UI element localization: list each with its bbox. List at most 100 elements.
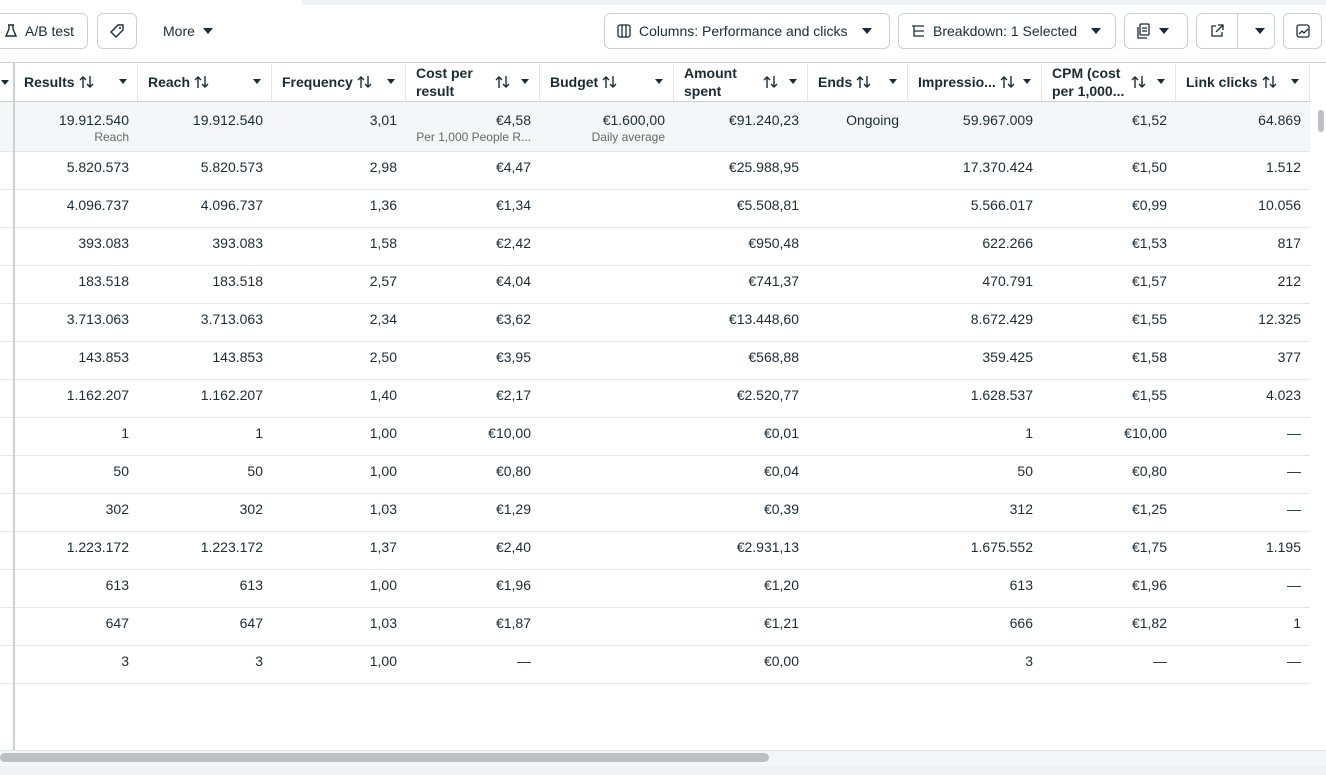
table-cell: 1,00 [369,425,397,441]
chart-button[interactable] [1283,13,1322,49]
tag-button[interactable] [97,13,137,49]
table-row[interactable]: 3.713.063 3.713.063 2,34 €3,62 €13.448,60 8.6… [0,304,1310,342]
table-cell: 212 [1277,273,1301,289]
sort-icon [357,75,372,88]
table-cell: €1,29 [495,501,531,517]
column-header[interactable]: Results [14,62,138,102]
table-cell: 1.512 [1265,159,1301,175]
export-split-button[interactable] [1196,13,1275,49]
table-cell: 183.518 [212,273,263,289]
table-row[interactable]: 302 302 1,03 €1,29 €0,39 312 €1,25 — [0,494,1310,532]
table-row[interactable]: 1.223.172 1.223.172 1,37 €2,40 €2.931,13 1.67… [0,532,1310,570]
table-row[interactable]: 3 3 1,00 — €0,00 3 — — [0,646,1310,684]
export-button[interactable] [1197,14,1238,48]
table-cell: 5.566.017 [970,197,1033,213]
table-cell: €10,00 [488,425,531,441]
column-header[interactable]: Cost per result [406,62,540,102]
table-cell: €0,39 [763,501,799,517]
table-cell: 17.370.424 [962,159,1033,175]
column-header[interactable]: Link clicks [1176,62,1310,102]
table-cell: €1,21 [763,615,799,631]
table-row[interactable]: 1.162.207 1.162.207 1,40 €2,17 €2.520,77 1.62… [0,380,1310,418]
table-cell: 1,00 [369,577,397,593]
summary-row: 19.912.540 Reach 19.912.540 3,01 €4,58 Per 1,… [0,102,1310,152]
table-cell: €1,58 [1131,349,1167,365]
table-cell [540,456,674,493]
horizontal-scroll-thumb[interactable] [0,753,769,762]
table-cell [540,494,674,531]
summary-cell: 3,01 [272,102,406,151]
table-cell: 2,57 [369,273,397,289]
table-cell: 1.628.537 [970,387,1033,403]
summary-cell: €91.240,23 [674,102,808,151]
table-cell: €1,96 [495,577,531,593]
table-cell: 666 [1009,615,1033,631]
table-cell: 4.096.737 [66,197,129,213]
summary-value: €4,58 [495,112,531,128]
summary-sublabel: Daily average [591,130,665,144]
tab-strip [302,0,1326,5]
table-cell [808,570,908,607]
stub-header[interactable] [0,62,14,102]
table-cell: 8.672.429 [970,311,1033,327]
reports-icon [1137,23,1150,39]
table-cell [540,418,674,455]
ab-test-button[interactable]: A/B test [0,13,88,49]
more-button[interactable]: More [150,13,230,49]
caret [202,28,213,34]
table-cell: 1.223.172 [200,539,263,555]
export-menu[interactable] [1246,28,1274,34]
table-cell: €3,95 [495,349,531,365]
table-row[interactable]: 5.820.573 5.820.573 2,98 €4,47 €25.988,95 17.… [0,152,1310,190]
table-cell [808,342,908,379]
reports-button[interactable] [1124,13,1188,49]
table-cell: €2,17 [495,387,531,403]
table-cell: — [517,653,531,669]
caret [119,79,127,84]
table-row[interactable]: 50 50 1,00 €0,80 €0,04 50 €0,80 — [0,456,1310,494]
table-row[interactable]: 143.853 143.853 2,50 €3,95 €568,88 359.425 €1,… [0,342,1310,380]
caret [1,80,9,85]
chart-icon [1295,24,1310,38]
caret [1090,28,1101,34]
table-row[interactable]: 613 613 1,00 €1,96 €1,20 613 €1,96 — [0,570,1310,608]
sort-icon [1131,76,1146,88]
summary-cell: €4,58 Per 1,000 People R... [406,102,540,151]
table-row[interactable]: 393.083 393.083 1,58 €2,42 €950,48 622.266 €1,… [0,228,1310,266]
table-row[interactable]: 1 1 1,00 €10,00 €0,01 1 €10,00 — [0,418,1310,456]
table-cell: €950,48 [748,235,799,251]
table-cell: €2.931,13 [736,539,799,555]
summary-value: €1,52 [1131,112,1167,128]
column-header[interactable]: CPM (cost per 1,000... [1042,62,1176,102]
table-row[interactable]: 4.096.737 4.096.737 1,36 €1,34 €5.508,81 5.56… [0,190,1310,228]
summary-cell: €1.600,00 Daily average [540,102,674,151]
table-cell: 1,00 [369,653,397,669]
table-cell: 3 [255,653,263,669]
caret [1023,79,1031,84]
table-row[interactable]: 647 647 1,03 €1,87 €1,21 666 €1,82 1 [0,608,1310,646]
table-row[interactable]: 183.518 183.518 2,57 €4,04 €741,37 470.791 €1,… [0,266,1310,304]
table-cell: 143.853 [212,349,263,365]
summary-value: €1.600,00 [602,112,665,128]
column-header[interactable]: Budget [540,62,674,102]
columns-button[interactable]: Columns: Performance and clicks [604,13,890,49]
breakdown-button[interactable]: Breakdown: 1 Selected [898,13,1116,49]
table-cell: 12.325 [1258,311,1301,327]
table-cell: €1,82 [1131,615,1167,631]
column-header[interactable]: Reach [138,62,272,102]
button-label: Columns: Performance and clicks [639,23,848,39]
table-cell: 302 [105,501,129,517]
table-cell [808,228,908,265]
column-header[interactable]: Amount spent [674,62,808,102]
column-header[interactable]: Frequency [272,62,406,102]
vertical-scroll-thumb[interactable] [1318,110,1324,132]
table-cell: €1,53 [1131,235,1167,251]
header-label: CPM (cost per 1,000... [1052,64,1125,99]
table-cell: €1,55 [1131,311,1167,327]
column-header[interactable]: Impressio... [908,62,1042,102]
summary-sublabel: Per 1,000 People R... [416,130,531,144]
table-cell [808,152,908,189]
column-header[interactable]: Ends [808,62,908,102]
table-cell [540,570,674,607]
